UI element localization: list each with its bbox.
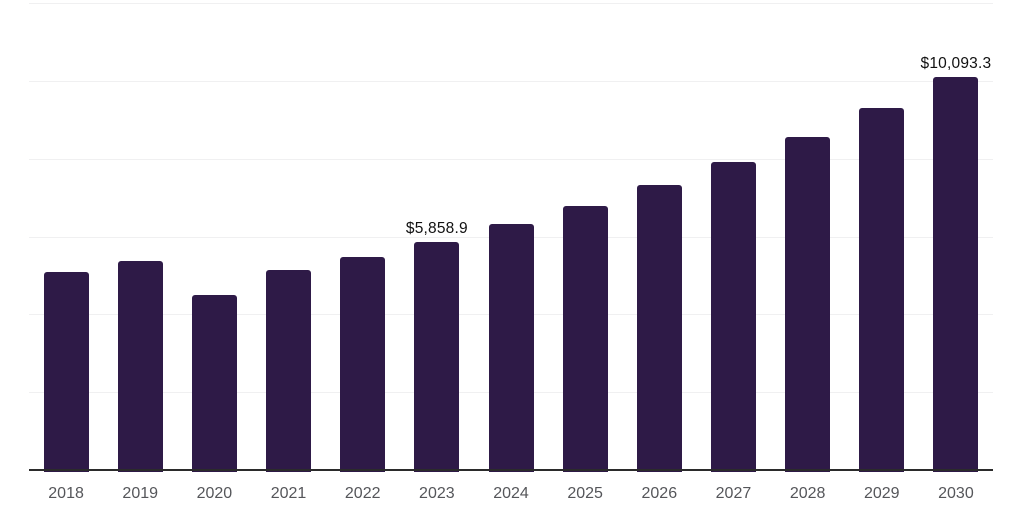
bar-2025[interactable] (562, 205, 608, 472)
bar-2028[interactable] (785, 136, 831, 472)
bar-2019[interactable] (117, 261, 163, 472)
bar-2026[interactable] (636, 184, 682, 472)
x-tick-2024: 2024 (493, 485, 529, 502)
x-tick-2026: 2026 (641, 485, 678, 502)
x-tick-2030: 2030 (938, 485, 974, 502)
x-tick-2022: 2022 (344, 485, 381, 502)
bar-2018[interactable] (43, 271, 89, 472)
data-label-2023: $5,858.9 (405, 219, 468, 237)
gridline-8000 (29, 159, 993, 160)
x-tick-2020: 2020 (196, 485, 233, 502)
bar-2024[interactable] (488, 224, 534, 472)
x-tick-2023: 2023 (419, 485, 455, 502)
x-tick-2027: 2027 (715, 485, 752, 502)
gridline-12000 (29, 3, 993, 4)
x-axis-line (29, 469, 993, 471)
x-tick-2019: 2019 (122, 485, 159, 502)
gridline-10000 (29, 81, 993, 82)
x-tick-2029: 2029 (863, 485, 900, 502)
data-label-2030: $10,093.3 (920, 55, 992, 73)
bar-2030[interactable] (933, 77, 979, 472)
x-tick-2018: 2018 (48, 485, 84, 502)
bar-2021[interactable] (266, 269, 312, 472)
x-tick-2025: 2025 (567, 485, 603, 502)
bar-2020[interactable] (191, 295, 237, 472)
bar-2023[interactable] (414, 241, 460, 472)
x-tick-2028: 2028 (789, 485, 826, 502)
bar-2029[interactable] (859, 108, 905, 472)
bar-2027[interactable] (710, 161, 756, 472)
x-tick-2021: 2021 (270, 485, 307, 502)
bar-2022[interactable] (340, 256, 386, 472)
